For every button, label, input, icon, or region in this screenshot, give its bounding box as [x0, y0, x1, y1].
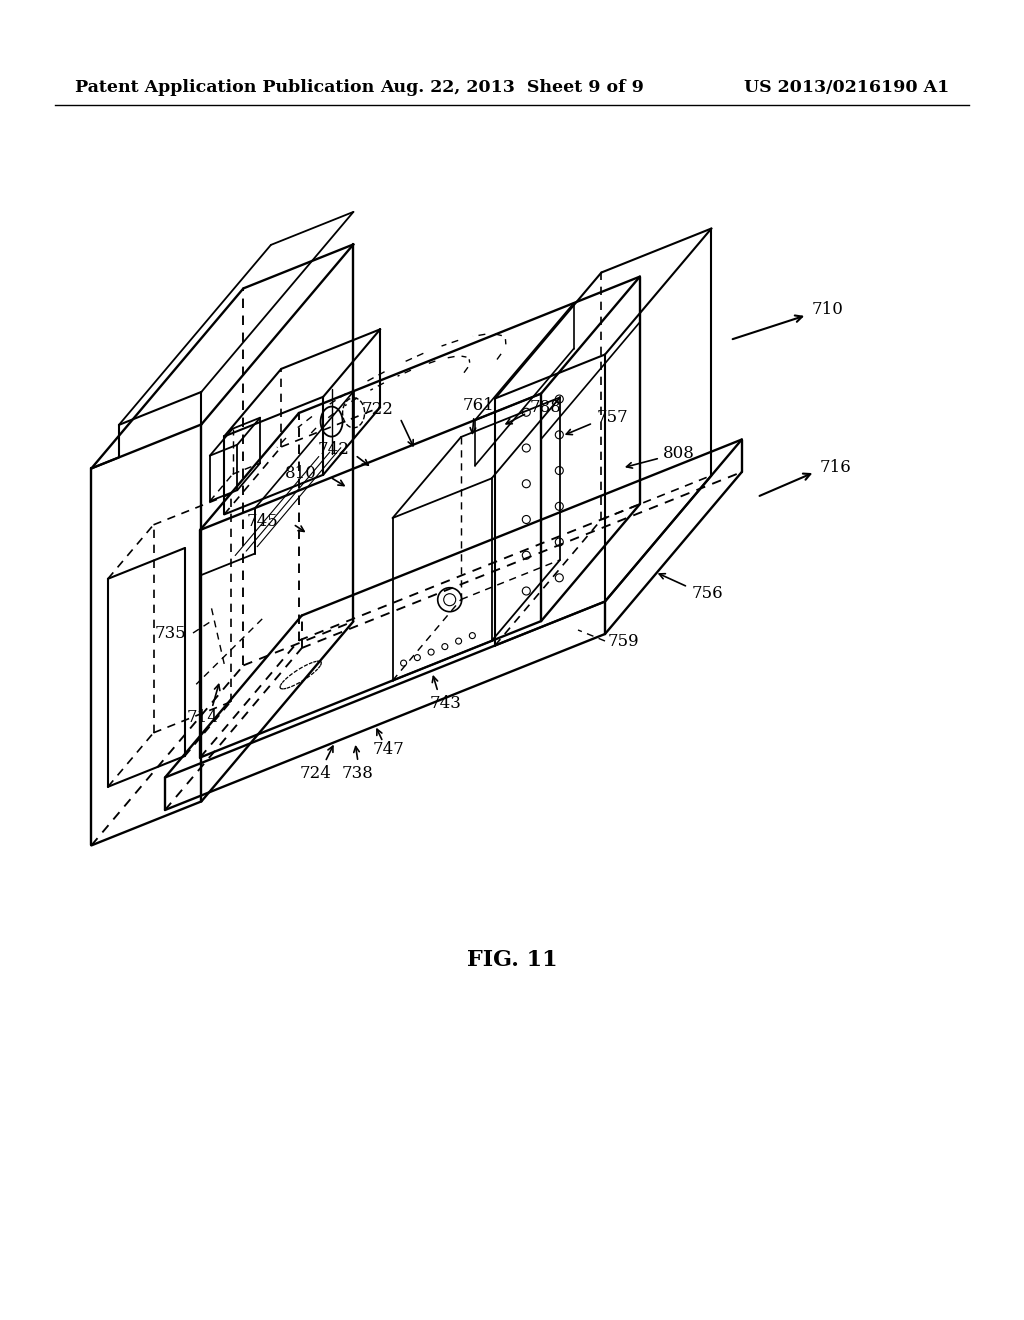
Text: Patent Application Publication: Patent Application Publication — [75, 79, 374, 96]
Text: 759: 759 — [608, 632, 640, 649]
Text: 810: 810 — [285, 466, 316, 483]
Text: US 2013/0216190 A1: US 2013/0216190 A1 — [743, 79, 949, 96]
Text: 757: 757 — [597, 409, 629, 426]
Text: 747: 747 — [373, 742, 404, 759]
Text: 710: 710 — [812, 301, 844, 318]
Text: 761: 761 — [463, 397, 495, 414]
Text: 716: 716 — [820, 459, 852, 477]
Text: 735: 735 — [155, 624, 186, 642]
Text: 714: 714 — [187, 710, 219, 726]
Text: Aug. 22, 2013  Sheet 9 of 9: Aug. 22, 2013 Sheet 9 of 9 — [380, 79, 644, 96]
Text: 756: 756 — [692, 586, 724, 602]
Text: 808: 808 — [663, 445, 695, 462]
Text: 743: 743 — [430, 694, 462, 711]
Text: 745: 745 — [247, 512, 279, 529]
Text: 722: 722 — [362, 401, 394, 418]
Text: FIG. 11: FIG. 11 — [467, 949, 557, 972]
Text: 738: 738 — [342, 766, 374, 783]
Text: 724: 724 — [300, 766, 332, 783]
Text: 742: 742 — [318, 441, 350, 458]
Text: 788: 788 — [530, 400, 562, 417]
